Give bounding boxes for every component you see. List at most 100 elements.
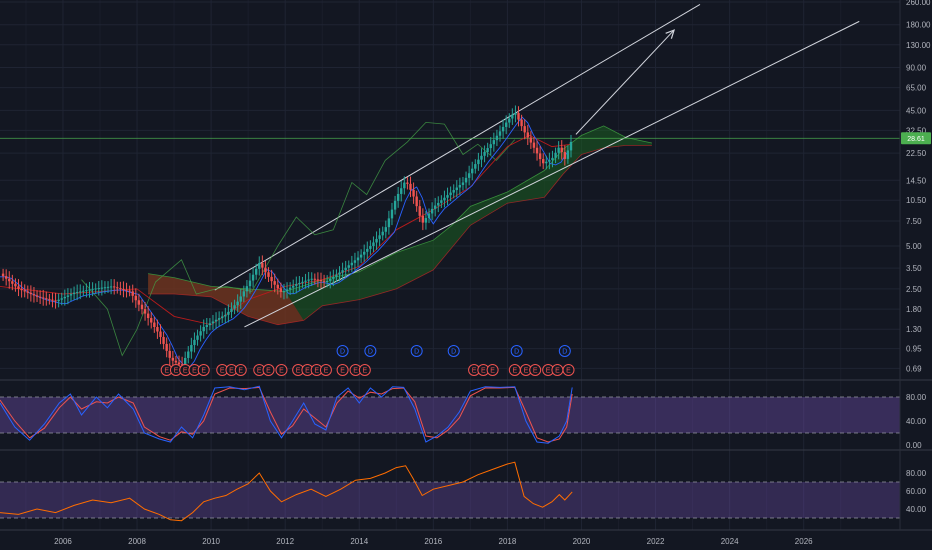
- earnings-marker[interactable]: E: [336, 364, 349, 376]
- candle-body: [514, 113, 517, 115]
- earnings-marker[interactable]: E: [160, 364, 173, 376]
- time-tick-label: 2020: [573, 537, 591, 546]
- earnings-label: E: [192, 368, 197, 375]
- candle-body: [122, 288, 125, 290]
- candle-body: [82, 290, 85, 292]
- earnings-marker[interactable]: E: [301, 364, 314, 376]
- earnings-label: E: [257, 368, 262, 375]
- dividend-marker[interactable]: D: [364, 345, 377, 357]
- earnings-marker[interactable]: E: [197, 364, 210, 376]
- candle-body: [26, 291, 29, 293]
- candle-body: [285, 289, 289, 292]
- earnings-marker[interactable]: E: [562, 364, 575, 376]
- dividend-marker[interactable]: D: [336, 345, 349, 357]
- price-tick-label: 32.50: [906, 126, 927, 135]
- candle-body: [85, 290, 88, 292]
- conversion-line: [0, 116, 568, 369]
- candle-body: [369, 246, 372, 249]
- earnings-marker[interactable]: E: [179, 364, 192, 376]
- earnings-circle: [562, 364, 575, 376]
- candle-body: [390, 209, 394, 219]
- dividend-label: D: [340, 349, 345, 356]
- earnings-marker[interactable]: E: [486, 364, 499, 376]
- earnings-marker[interactable]: E: [275, 364, 288, 376]
- candle-body: [14, 283, 17, 287]
- candle-body: [542, 159, 545, 164]
- rsi-band: [0, 482, 900, 518]
- trend-channel: [214, 3, 860, 328]
- candle-body: [483, 151, 486, 156]
- candle-body: [159, 331, 162, 337]
- candle-body: [199, 331, 202, 336]
- candle-body: [400, 188, 403, 194]
- earnings-label: E: [353, 368, 358, 375]
- earnings-marker[interactable]: E: [319, 364, 332, 376]
- earnings-marker[interactable]: E: [310, 364, 323, 376]
- price-axes: 260.00 180.00 130.00 90.00 65.00 45.00 32.50 22…: [906, 0, 931, 514]
- cloud-area: [148, 125, 652, 326]
- candle-body: [205, 325, 208, 327]
- time-tick-label: 2024: [721, 537, 739, 546]
- time-tick-label: 2014: [350, 537, 368, 546]
- price-tick-label: 65.00: [906, 84, 927, 93]
- earnings-label: E: [279, 368, 284, 375]
- candle-body: [424, 218, 428, 223]
- earnings-marker[interactable]: E: [508, 364, 521, 376]
- candle-body: [532, 142, 536, 148]
- candlestick-series: [1, 105, 573, 372]
- event-markers: E E E E E E E E E E E E E E E E E E E E E E E E E E ED D D D D D: [160, 345, 575, 376]
- earnings-marker[interactable]: E: [262, 364, 275, 376]
- earnings-marker[interactable]: E: [551, 364, 564, 376]
- price-tick-label: 14.50: [906, 176, 927, 185]
- stochastic-tick-label: 80.00: [906, 393, 927, 402]
- candle-body: [288, 287, 292, 290]
- candle-body: [378, 235, 381, 239]
- candle-body: [109, 286, 113, 288]
- candle-body: [477, 159, 480, 165]
- candle-body: [38, 296, 42, 298]
- candle-body: [131, 291, 134, 296]
- dividend-circle: [558, 345, 571, 357]
- candle-body: [171, 357, 175, 361]
- candle-body: [162, 336, 165, 344]
- trendline-1: [214, 3, 701, 291]
- earnings-label: E: [220, 368, 225, 375]
- dividend-marker[interactable]: D: [447, 345, 460, 357]
- candle-body: [381, 231, 384, 236]
- earnings-marker[interactable]: E: [234, 364, 247, 376]
- candle-body: [224, 314, 227, 317]
- earnings-label: E: [362, 368, 367, 375]
- earnings-label: E: [183, 368, 188, 375]
- current-price-marker[interactable]: 28.61: [901, 132, 931, 145]
- price-tick-label: 260.00: [906, 0, 931, 7]
- cloud-span-a: [148, 125, 652, 292]
- stochastic-k-line: [0, 385, 573, 444]
- earnings-marker[interactable]: E: [529, 364, 542, 376]
- candle-body: [97, 288, 100, 290]
- dividend-label: D: [451, 349, 456, 356]
- candle-body: [396, 193, 400, 201]
- candle-body: [548, 160, 551, 162]
- candle-body: [526, 132, 529, 138]
- earnings-circle: [336, 364, 349, 376]
- dividend-marker[interactable]: D: [558, 345, 571, 357]
- candle-body: [298, 282, 301, 285]
- candle-body: [461, 182, 465, 185]
- candle-body: [498, 131, 502, 136]
- dividend-marker[interactable]: D: [510, 345, 523, 357]
- trendline-2: [244, 20, 860, 328]
- candle-body: [146, 313, 150, 319]
- earnings-circle: [234, 364, 247, 376]
- candle-body: [467, 173, 471, 178]
- candle-body: [270, 276, 273, 282]
- price-tick-label: 130.00: [906, 41, 931, 50]
- candle-body: [443, 197, 446, 201]
- candle-body: [17, 286, 20, 289]
- candle-body: [563, 152, 567, 159]
- dividend-marker[interactable]: D: [410, 345, 423, 357]
- earnings-marker[interactable]: E: [358, 364, 371, 376]
- candle-body: [375, 238, 378, 243]
- candle-body: [335, 274, 338, 277]
- candle-body: [495, 135, 499, 141]
- earnings-label: E: [201, 368, 206, 375]
